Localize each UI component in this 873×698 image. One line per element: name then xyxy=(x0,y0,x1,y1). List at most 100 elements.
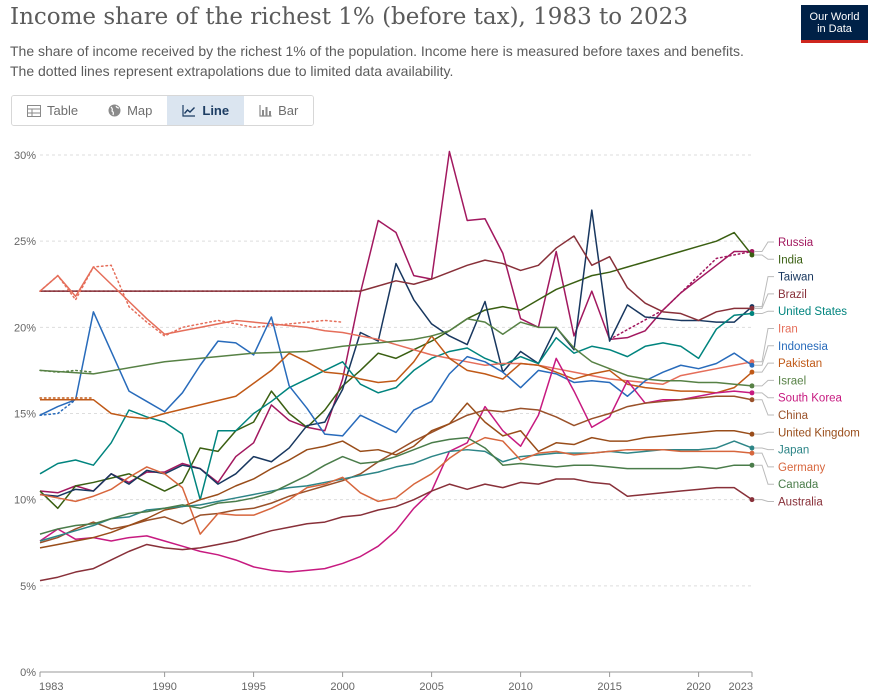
tab-bar[interactable]: Bar xyxy=(244,96,314,125)
legend-item-united-kingdom[interactable]: United Kingdom xyxy=(754,427,860,439)
legend-label: Indonesia xyxy=(778,341,828,353)
logo-accent-bar xyxy=(801,40,868,43)
legend-connector xyxy=(754,276,774,308)
legend-label: Pakistan xyxy=(778,358,822,370)
tab-line[interactable]: Line xyxy=(167,96,245,125)
legend-item-iran[interactable]: Iran xyxy=(754,324,798,363)
legend-item-south-korea[interactable]: South Korea xyxy=(754,392,843,405)
tab-table-label: Table xyxy=(47,103,79,118)
legend-item-israel[interactable]: Israel xyxy=(754,375,806,387)
series-brazil[interactable] xyxy=(39,235,755,322)
globe-icon xyxy=(108,104,121,117)
chart-title: Income share of the richest 1% (before t… xyxy=(10,4,688,30)
legend-item-australia[interactable]: Australia xyxy=(754,497,823,509)
legend-item-japan[interactable]: Japan xyxy=(754,445,809,457)
legend-label: United Kingdom xyxy=(778,427,860,439)
series-end-point xyxy=(749,397,755,403)
x-tick-label: 2023 xyxy=(729,681,753,693)
legend-item-canada[interactable]: Canada xyxy=(754,464,819,491)
series-australia[interactable] xyxy=(39,478,755,582)
tab-map[interactable]: Map xyxy=(93,96,168,125)
legend-item-china[interactable]: China xyxy=(754,399,809,422)
legend-label: Taiwan xyxy=(778,272,814,284)
legend-label: Russia xyxy=(778,237,814,249)
legend-label: India xyxy=(778,254,804,266)
series-pakistan[interactable] xyxy=(39,335,755,420)
series-line xyxy=(39,357,753,573)
series-line xyxy=(39,312,753,501)
series-united-kingdom[interactable] xyxy=(39,402,755,549)
series-end-point xyxy=(749,383,755,389)
series-end-point xyxy=(749,311,755,317)
tab-line-label: Line xyxy=(202,103,230,118)
series-germany[interactable] xyxy=(39,436,755,535)
logo-line-2: in Data xyxy=(817,23,852,35)
legend-connector xyxy=(754,392,774,399)
grid-lines xyxy=(40,154,752,673)
y-tick-label: 25% xyxy=(14,236,36,248)
series-indonesia[interactable] xyxy=(39,311,755,437)
tab-map-label: Map xyxy=(127,103,153,118)
series-israel[interactable] xyxy=(39,317,755,389)
x-tick-label: 1995 xyxy=(241,681,265,693)
legend-item-taiwan[interactable]: Taiwan xyxy=(754,272,814,308)
legend-connector xyxy=(754,345,774,366)
legend-connector xyxy=(754,464,774,485)
x-tick-label: 2020 xyxy=(686,681,710,693)
legend-item-united-states[interactable]: United States xyxy=(754,306,847,318)
logo-line-1: Our World xyxy=(809,11,860,23)
legend-item-indonesia[interactable]: Indonesia xyxy=(754,341,828,366)
owid-logo[interactable]: Our World in Data xyxy=(801,5,868,43)
legend-connector xyxy=(754,328,774,363)
series-extrapolated-line xyxy=(39,398,77,416)
series-end-point xyxy=(749,359,755,365)
legend-label: Israel xyxy=(778,375,806,387)
series-line xyxy=(40,335,753,420)
x-tick-label: 1983 xyxy=(39,681,63,693)
legend-connector xyxy=(754,362,774,373)
series-line xyxy=(40,235,752,322)
table-icon xyxy=(27,104,41,117)
legend-connector xyxy=(754,452,774,468)
legend-connector xyxy=(754,254,774,260)
series-end-point xyxy=(749,305,755,311)
legend-label: United States xyxy=(778,306,847,318)
legend-item-india[interactable]: India xyxy=(754,254,804,266)
legend-connector xyxy=(754,310,774,315)
series-extrapolated-line xyxy=(39,264,344,337)
x-tick-label: 2005 xyxy=(419,681,443,693)
series-canada[interactable] xyxy=(39,436,755,535)
series-china[interactable] xyxy=(39,395,755,544)
series-end-point xyxy=(749,252,755,258)
chart-view-tabs: Table Map Line Bar xyxy=(11,95,315,126)
series-lines xyxy=(39,150,755,582)
series-end-point xyxy=(749,369,755,375)
series-end-point xyxy=(749,497,755,503)
line-chart: 0% 5% 10% 15% 20% 25% 30% 1983 1990 1995 2000 2005 2… xyxy=(14,150,860,693)
legend-connector xyxy=(754,241,774,253)
legend: Russia India Taiwan Brazil United States Iran… xyxy=(754,237,860,509)
y-tick-label: 0% xyxy=(20,667,36,679)
y-tick-label: 10% xyxy=(14,495,36,507)
series-line xyxy=(39,402,753,549)
series-line xyxy=(39,317,753,387)
legend-item-germany[interactable]: Germany xyxy=(754,452,826,474)
series-united-states[interactable] xyxy=(39,311,755,501)
series-south-korea[interactable] xyxy=(39,357,755,573)
legend-label: Japan xyxy=(778,445,809,457)
bar-chart-icon xyxy=(259,104,272,117)
y-tick-label: 15% xyxy=(14,409,36,421)
legend-label: South Korea xyxy=(778,393,843,405)
legend-item-brazil[interactable]: Brazil xyxy=(754,289,807,309)
series-end-point xyxy=(749,362,755,368)
x-tick-label: 2015 xyxy=(597,681,621,693)
series-iran[interactable] xyxy=(39,264,755,385)
legend-label: China xyxy=(778,410,809,422)
legend-connector xyxy=(754,399,774,416)
legend-item-pakistan[interactable]: Pakistan xyxy=(754,358,822,373)
series-end-point xyxy=(749,431,755,437)
tab-table[interactable]: Table xyxy=(12,96,94,125)
x-tick-label: 2000 xyxy=(330,681,354,693)
series-taiwan[interactable] xyxy=(39,209,755,497)
legend-item-russia[interactable]: Russia xyxy=(754,237,814,253)
